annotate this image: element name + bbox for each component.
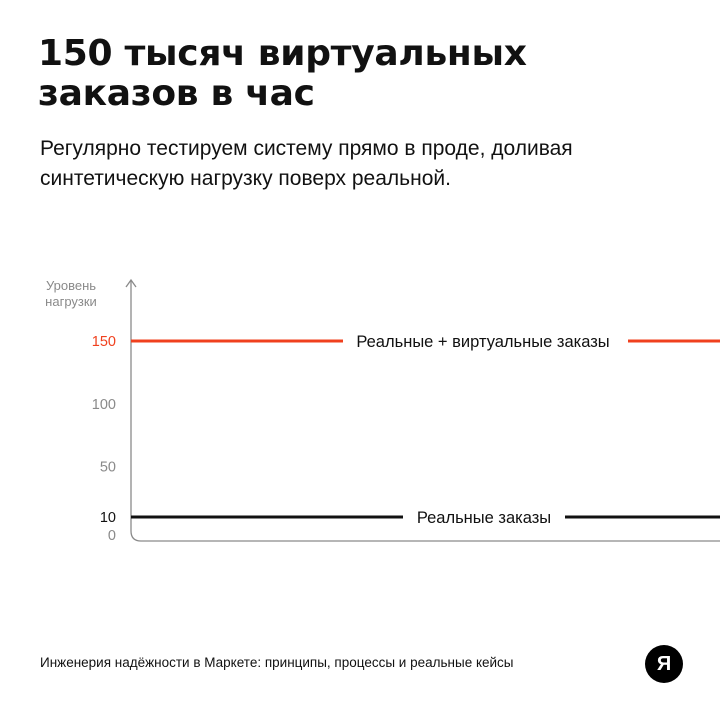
axis-arrow bbox=[125, 278, 137, 288]
y-axis-label: Уровень нагрузки bbox=[45, 278, 97, 309]
series-label: Реальные + виртуальные заказы bbox=[356, 333, 609, 351]
axis-line bbox=[130, 280, 720, 542]
yandex-logo: Я bbox=[645, 645, 683, 683]
y-tick-label: 150 bbox=[92, 334, 116, 350]
y-tick-label: 10 bbox=[100, 510, 116, 526]
series-label: Реальные заказы bbox=[417, 509, 551, 527]
y-tick-label: 100 bbox=[92, 397, 116, 413]
page-title: 150 тысяч виртуальных заказов в час bbox=[38, 33, 527, 114]
y-tick-label: 50 bbox=[100, 460, 116, 476]
page-subtitle: Регулярно тестируем систему прямо в прод… bbox=[40, 137, 573, 190]
y-tick-label: 0 bbox=[108, 528, 116, 544]
footer-caption: Инженерия надёжности в Маркете: принципы… bbox=[40, 655, 514, 670]
